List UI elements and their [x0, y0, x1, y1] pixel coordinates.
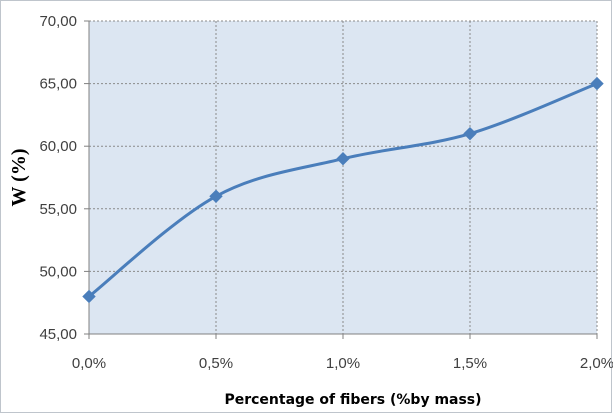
x-tick-label: 1,5%	[453, 355, 487, 372]
series-layer	[82, 76, 604, 304]
y-tick-labels: 45,00 50,00 55,00 60,00 65,00 70,00	[39, 13, 89, 343]
x-tick-label: 0,5%	[199, 355, 233, 372]
data-point-marker	[463, 126, 477, 141]
x-axis-title: Percentage of fibers (%by mass)	[224, 392, 481, 408]
data-point-marker	[590, 76, 604, 91]
data-point-marker	[336, 152, 350, 166]
y-tick-label: 70,00	[39, 13, 77, 30]
x-tick-label: 1,0%	[326, 355, 360, 372]
y-tick-label: 60,00	[39, 138, 77, 155]
y-tick-label: 65,00	[39, 76, 77, 93]
y-tick-label: 55,00	[39, 201, 77, 218]
x-tick-label: 2,0%	[580, 355, 613, 372]
data-point-marker	[209, 189, 223, 203]
y-tick-label: 45,00	[39, 326, 77, 343]
x-tick-labels: 0,0% 0,5% 1,0% 1,5% 2,0%	[72, 334, 613, 372]
gridlines	[89, 20, 598, 334]
data-point-marker	[82, 289, 96, 304]
x-tick-label: 0,0%	[72, 355, 106, 372]
y-tick-label: 50,00	[39, 263, 77, 280]
y-axis-title: W (%)	[8, 149, 30, 207]
